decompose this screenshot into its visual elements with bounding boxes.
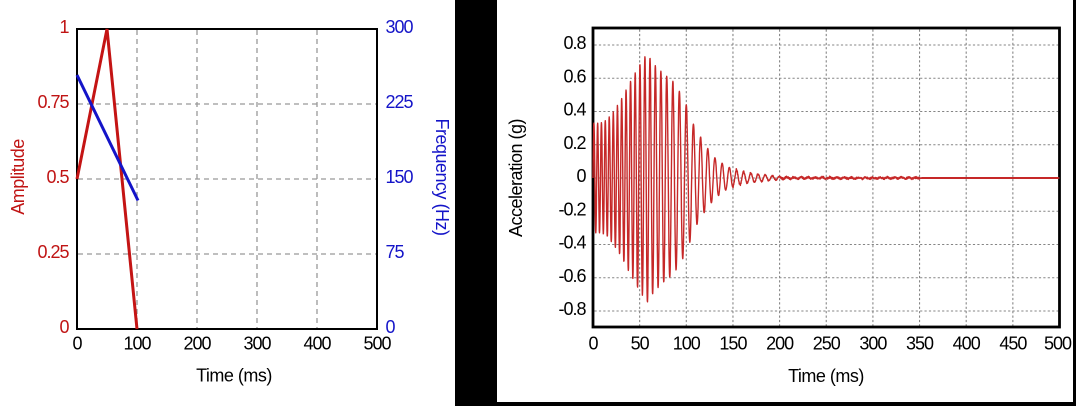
svg-text:Amplitude: Amplitude xyxy=(8,139,28,215)
svg-text:400: 400 xyxy=(953,334,981,354)
svg-text:-0.8: -0.8 xyxy=(558,299,586,319)
svg-text:0.6: 0.6 xyxy=(563,66,586,86)
svg-text:300: 300 xyxy=(859,334,887,354)
svg-text:0: 0 xyxy=(59,317,69,337)
svg-text:Time (ms): Time (ms) xyxy=(788,366,864,386)
svg-text:-0.2: -0.2 xyxy=(558,199,586,219)
svg-text:500: 500 xyxy=(363,334,391,354)
svg-text:0.5: 0.5 xyxy=(46,167,69,187)
svg-text:400: 400 xyxy=(303,334,331,354)
svg-text:75: 75 xyxy=(386,242,405,262)
svg-text:150: 150 xyxy=(386,167,414,187)
svg-text:450: 450 xyxy=(999,334,1027,354)
svg-text:Time (ms): Time (ms) xyxy=(196,366,272,386)
svg-text:0.4: 0.4 xyxy=(563,100,586,120)
svg-text:0: 0 xyxy=(588,334,598,354)
svg-text:350: 350 xyxy=(906,334,934,354)
svg-text:0.75: 0.75 xyxy=(37,92,69,112)
svg-text:1: 1 xyxy=(59,17,69,37)
svg-text:-0.4: -0.4 xyxy=(558,233,586,253)
svg-text:500: 500 xyxy=(1044,334,1072,354)
svg-text:-0.6: -0.6 xyxy=(558,266,586,286)
svg-text:250: 250 xyxy=(813,334,841,354)
svg-text:200: 200 xyxy=(766,334,794,354)
svg-text:100: 100 xyxy=(123,334,151,354)
svg-text:0.2: 0.2 xyxy=(563,133,586,153)
svg-text:0.8: 0.8 xyxy=(563,33,586,53)
svg-text:100: 100 xyxy=(673,334,701,354)
svg-text:300: 300 xyxy=(386,17,414,37)
svg-text:300: 300 xyxy=(243,334,271,354)
svg-text:Frequency (Hz): Frequency (Hz) xyxy=(432,118,452,235)
svg-text:50: 50 xyxy=(631,334,650,354)
svg-text:0: 0 xyxy=(72,334,82,354)
svg-text:150: 150 xyxy=(719,334,747,354)
svg-text:0: 0 xyxy=(386,317,396,337)
svg-text:0.25: 0.25 xyxy=(37,242,69,262)
svg-text:200: 200 xyxy=(183,334,211,354)
svg-text:0: 0 xyxy=(576,166,586,186)
svg-text:225: 225 xyxy=(386,92,414,112)
svg-text:Acceleration (g): Acceleration (g) xyxy=(506,119,526,237)
